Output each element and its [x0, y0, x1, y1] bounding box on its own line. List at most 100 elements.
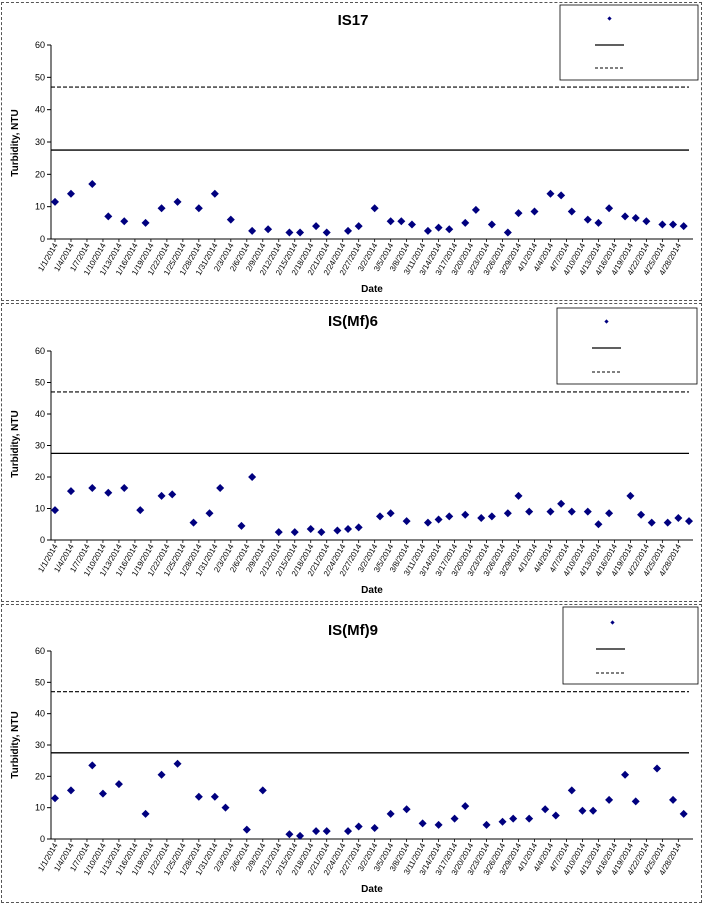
data-point: [509, 814, 518, 823]
data-point: [594, 520, 603, 529]
data-point: [503, 509, 512, 518]
data-point: [136, 506, 145, 515]
data-point: [312, 222, 321, 231]
data-point: [66, 786, 75, 795]
data-point: [322, 827, 331, 836]
y-tick-label: 40: [35, 709, 45, 719]
data-point: [647, 518, 656, 527]
data-point: [375, 512, 384, 521]
y-tick-label: 20: [35, 472, 45, 482]
data-point: [487, 220, 496, 229]
x-ticks: 1/1/20141/4/20141/7/20141/10/20141/13/20…: [36, 540, 683, 578]
chart-title: IS(Mf)9: [328, 622, 378, 639]
data-point: [51, 197, 59, 206]
data-point: [344, 827, 353, 836]
data-point: [226, 215, 235, 224]
data-point: [296, 228, 305, 237]
data-point: [157, 204, 166, 213]
data-point: [51, 794, 59, 803]
y-tick-label: 10: [35, 504, 45, 514]
data-point: [370, 204, 379, 213]
data-point: [525, 814, 534, 823]
chart-title: IS17: [338, 12, 369, 29]
y-ticks: 0 10 20 30 40 50 60: [35, 40, 51, 244]
data-point: [461, 218, 470, 227]
data-point: [114, 780, 123, 789]
chart-ismf9: IS(Mf)9 Turbidity, NTU Date 0 10 20 30 40 50 6…: [10, 606, 699, 895]
legend-box: [562, 606, 699, 685]
data-point: [514, 491, 523, 500]
y-tick-label: 60: [35, 346, 45, 356]
data-point: [66, 189, 75, 198]
y-tick-label: 40: [35, 409, 45, 419]
data-point: [210, 792, 219, 801]
data-point: [88, 180, 97, 189]
y-tick-label: 20: [35, 771, 45, 781]
data-point: [51, 506, 59, 515]
data-point: [423, 226, 432, 235]
data-point: [551, 811, 560, 820]
y-tick-label: 50: [35, 677, 45, 687]
data-point: [194, 792, 203, 801]
plot-area: [50, 651, 693, 840]
data-point: [274, 528, 283, 537]
data-point: [546, 189, 555, 198]
data-point: [450, 814, 459, 823]
data-point: [407, 220, 416, 229]
chart-panel-ismf9: IS(Mf)9 Turbidity, NTU Date 0 10 20 30 40 50 6…: [1, 604, 702, 903]
data-point: [221, 803, 230, 812]
data-point: [471, 205, 480, 214]
data-point: [333, 526, 342, 535]
data-point: [546, 507, 555, 516]
data-point: [88, 761, 97, 770]
data-point: [621, 212, 630, 221]
x-axis-label: Date: [361, 585, 383, 596]
data-point: [173, 759, 182, 768]
data-point: [306, 524, 315, 533]
data-point: [461, 802, 470, 811]
data-point: [541, 805, 550, 814]
data-point: [402, 517, 411, 526]
data-point: [567, 207, 576, 216]
data-point: [322, 228, 331, 237]
chart-is17: IS17 Turbidity, NTU Date 0 10 20 30 40 50 60 1…: [10, 4, 699, 295]
y-tick-label: 0: [40, 535, 45, 545]
data-point: [482, 820, 491, 829]
data-point: [461, 510, 470, 519]
chart-panel-ismf6: IS(Mf)6 Turbidity, NTU Date 0 10 20 30 40 50 6…: [1, 303, 702, 602]
data-point: [530, 207, 539, 216]
data-point: [594, 218, 603, 227]
data-point: [685, 517, 693, 526]
legend-box: [559, 4, 699, 81]
y-tick-label: 20: [35, 169, 45, 179]
data-point: [386, 217, 395, 226]
data-point: [157, 770, 166, 779]
data-point: [637, 510, 646, 519]
y-axis-label: Turbidity, NTU: [10, 109, 21, 176]
plot-area: [50, 351, 693, 541]
chart-panel-is17: IS17 Turbidity, NTU Date 0 10 20 30 40 50 60 1…: [1, 2, 702, 301]
data-point: [104, 212, 113, 221]
data-point: [312, 827, 321, 836]
data-point: [216, 484, 225, 493]
data-point: [296, 831, 305, 840]
data-point: [98, 789, 107, 798]
data-point: [605, 204, 614, 213]
data-point: [205, 509, 214, 518]
data-point: [66, 487, 75, 496]
data-point: [354, 222, 363, 231]
data-point: [514, 209, 523, 218]
legend: [562, 606, 699, 685]
data-point: [344, 524, 353, 533]
data-point: [386, 809, 395, 818]
data-point: [498, 817, 507, 826]
plot-area: [50, 45, 693, 240]
data-point: [290, 528, 299, 537]
y-tick-label: 10: [35, 202, 45, 212]
data-point: [434, 820, 443, 829]
data-point: [487, 512, 496, 521]
x-axis-label: Date: [361, 884, 383, 895]
data-point: [402, 805, 411, 814]
x-ticks: 1/1/20141/4/20141/7/20141/10/20141/13/20…: [36, 239, 683, 277]
data-point: [317, 528, 326, 537]
